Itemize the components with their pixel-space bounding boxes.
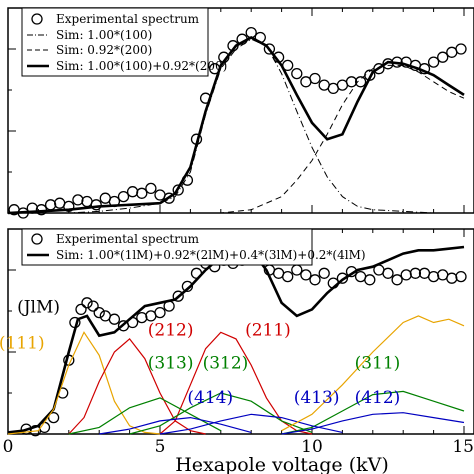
data-point: [309, 72, 321, 85]
data-point: [154, 306, 166, 319]
data-point: [126, 186, 139, 198]
series-line: [99, 416, 252, 435]
series-line: [159, 413, 343, 435]
x-tick-labels: 0 5 10 15: [3, 437, 474, 457]
data-point: [93, 306, 105, 319]
data-point: [87, 300, 99, 312]
peak-annotation: (JlM): [17, 298, 60, 318]
data-point: [446, 272, 458, 284]
data-point: [81, 297, 93, 309]
data-point: [63, 200, 75, 213]
series-line: [281, 315, 465, 432]
series-line: [281, 412, 465, 435]
panel-bottom: (JlM) (111) (212) (211) (313) (312) (311) (414)…: [0, 228, 474, 474]
series-line: [68, 397, 222, 435]
data-point: [364, 274, 376, 286]
data-point: [72, 194, 84, 206]
panel-top: Experimental spectrum Sim: 1.00*(100) Si…: [7, 7, 474, 219]
data-point: [172, 184, 184, 196]
legend-label: Sim: 1.00*(100)+0.92*(200): [56, 59, 227, 73]
x-tick-label: 15: [452, 437, 474, 457]
data-point: [336, 272, 349, 284]
data-point: [47, 411, 60, 424]
legend-label: Sim: 1.00*(100): [56, 28, 152, 42]
series-line: [159, 331, 313, 435]
data-point: [108, 313, 121, 325]
data-point: [117, 190, 130, 203]
data-point: [75, 303, 87, 316]
data-point: [300, 269, 312, 281]
data-point: [163, 192, 175, 204]
data-point: [354, 270, 367, 283]
series-line: [68, 338, 206, 435]
legend-label: Sim: 0.92*(200): [56, 43, 152, 57]
data-point: [81, 195, 93, 208]
series-line: [129, 392, 313, 435]
legend-label: Experimental spectrum: [56, 12, 200, 26]
peak-annotation: (212): [148, 321, 194, 341]
peak-annotation: (211): [245, 321, 291, 341]
x-tick-label: 10: [301, 437, 323, 457]
data-point: [455, 43, 467, 55]
panel-top-frame: [7, 7, 474, 214]
data-point: [354, 76, 367, 88]
peak-annotation: (412): [355, 388, 401, 408]
data-point: [291, 67, 303, 80]
data-point: [409, 267, 422, 279]
panel-bottom-annotations: (JlM) (111) (212) (211) (313) (312) (311) (414)…: [0, 298, 400, 408]
panel-bottom-legend: Experimental spectrum Sim: 1.00*(1lM)+0.…: [21, 228, 366, 266]
series-line: [7, 36, 465, 215]
data-point: [455, 270, 467, 283]
legend-marker-circle: [31, 13, 43, 25]
data-point: [427, 270, 440, 283]
series-line: [7, 331, 161, 435]
legend-box: [21, 7, 209, 77]
data-point: [44, 199, 57, 211]
legend-label: Experimental spectrum: [56, 232, 200, 246]
data-point: [318, 267, 330, 279]
data-point: [400, 269, 412, 281]
data-point: [382, 267, 394, 279]
legend-box: [21, 228, 313, 266]
data-point: [263, 43, 276, 55]
peak-annotation: (413): [294, 388, 340, 408]
data-point: [309, 274, 321, 286]
x-axis-title: Hexapole voltage (kV): [175, 454, 389, 474]
panel-top-series: [7, 26, 467, 219]
data-point: [437, 51, 449, 63]
x-tick-label: 5: [155, 437, 166, 457]
data-point: [345, 76, 358, 88]
data-point: [136, 311, 148, 324]
data-point: [391, 274, 403, 286]
data-point: [136, 187, 148, 199]
series-line: [281, 390, 465, 435]
peak-annotation: (311): [355, 353, 401, 373]
series-line: [8, 64, 465, 214]
data-point: [282, 270, 294, 283]
data-point: [90, 199, 102, 211]
series-line: [8, 38, 464, 214]
peak-annotation: (313): [148, 353, 194, 373]
data-point: [145, 182, 157, 195]
data-point: [446, 46, 458, 58]
legend-label: Sim: 1.00*(1lM)+0.92*(2lM)+0.4*(3lM)+0.2…: [56, 248, 366, 262]
x-tick-label: 0: [3, 437, 14, 457]
data-point: [181, 280, 194, 293]
panel-top-legend: Experimental spectrum Sim: 1.00*(100) Si…: [21, 7, 227, 77]
legend-marker-circle: [31, 233, 43, 245]
peak-annotation: (312): [203, 353, 249, 373]
peak-annotation: (111): [0, 334, 45, 354]
peak-annotation: (414): [187, 388, 233, 408]
data-point: [427, 56, 440, 68]
data-point: [291, 264, 303, 276]
data-point: [172, 290, 184, 302]
